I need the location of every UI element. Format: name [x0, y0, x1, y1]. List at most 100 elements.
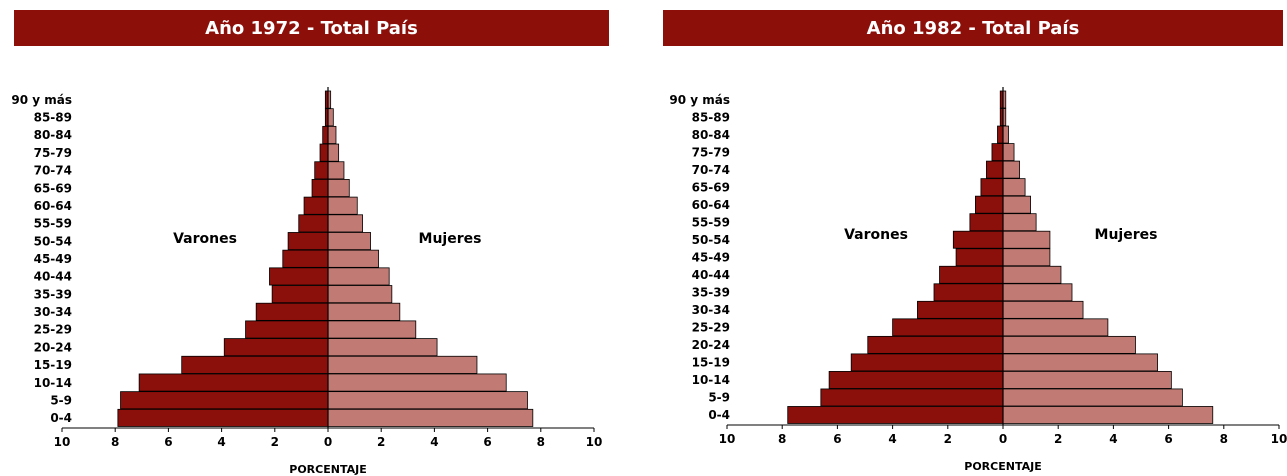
female-bar — [1002, 213, 1037, 232]
age-group-label: 30-34 — [34, 305, 72, 319]
age-group-label: 40-44 — [692, 268, 730, 282]
age-group-label: 70-74 — [34, 164, 72, 178]
age-group-label: 60-64 — [692, 198, 730, 212]
female-bar — [1002, 230, 1051, 249]
female-label: Mujeres — [419, 231, 482, 247]
age-group-label: 70-74 — [692, 163, 730, 177]
male-bar — [850, 353, 1004, 372]
pyramid-chart-1972: 0-4 5-9 10-14 15-19 20-24 25-29 30-34 35-39 40-4… — [11, 87, 603, 476]
x-tick-label: 10 — [586, 435, 603, 449]
age-group-label: 90 y más — [11, 93, 72, 107]
x-axis-label: PORCENTAJE — [289, 463, 366, 476]
male-bar — [980, 178, 1004, 197]
age-group-label: 85-89 — [34, 111, 72, 125]
age-group-label: 55-59 — [692, 215, 730, 229]
female-label: Mujeres — [1095, 227, 1158, 243]
female-bar — [1002, 125, 1009, 144]
age-group-label: 0-4 — [50, 411, 72, 425]
age-group-label: 25-29 — [34, 323, 72, 337]
age-group-label: 15-19 — [692, 356, 730, 370]
female-bar — [1002, 283, 1073, 302]
x-tick-label: 8 — [1220, 432, 1228, 446]
male-bar — [955, 248, 1004, 267]
x-tick-label: 0 — [324, 435, 332, 449]
female-bar — [1002, 143, 1015, 162]
male-label: Varones — [844, 227, 908, 243]
x-tick-label: 8 — [111, 435, 119, 449]
male-bar — [975, 195, 1004, 214]
female-bar — [1002, 388, 1183, 407]
x-axis-label: PORCENTAJE — [964, 460, 1041, 473]
x-tick-label: 10 — [1271, 432, 1287, 446]
age-group-label: 35-39 — [692, 286, 730, 300]
x-tick-label: 4 — [888, 432, 896, 446]
age-group-label: 85-89 — [692, 110, 730, 124]
age-group-label: 5-9 — [50, 393, 72, 407]
age-group-label: 65-69 — [692, 180, 730, 194]
age-group-label: 25-29 — [692, 321, 730, 335]
age-group-label: 55-59 — [34, 217, 72, 231]
male-bar — [997, 125, 1004, 144]
female-bar — [1002, 178, 1026, 197]
age-group-label: 45-49 — [34, 252, 72, 266]
female-bar — [1002, 353, 1158, 372]
age-group-label: 40-44 — [34, 270, 72, 284]
male-bar — [917, 300, 1004, 319]
age-group-label: 75-79 — [34, 146, 72, 160]
male-bar — [867, 335, 1004, 354]
age-group-label: 20-24 — [692, 338, 730, 352]
age-group-label: 0-4 — [708, 408, 730, 422]
male-label: Varones — [173, 231, 237, 247]
age-group-label: 65-69 — [34, 181, 72, 195]
female-bar — [1002, 371, 1172, 389]
female-bar — [1002, 300, 1084, 319]
male-bar — [787, 406, 1004, 424]
x-tick-label: 2 — [944, 432, 952, 446]
age-group-label: 80-84 — [692, 128, 730, 142]
x-tick-label: 4 — [1109, 432, 1117, 446]
age-group-label: 35-39 — [34, 287, 72, 301]
x-tick-label: 4 — [430, 435, 438, 449]
age-group-label: 90 y más — [669, 93, 730, 107]
male-bar — [933, 283, 1004, 302]
x-tick-label: 8 — [537, 435, 545, 449]
age-group-label: 45-49 — [692, 251, 730, 265]
male-bar — [952, 230, 1004, 249]
age-group-label: 15-19 — [34, 358, 72, 372]
male-bar — [991, 143, 1004, 162]
x-tick-label: 6 — [164, 435, 172, 449]
age-group-label: 10-14 — [34, 376, 72, 390]
male-bar — [892, 318, 1004, 337]
x-tick-label: 6 — [1164, 432, 1172, 446]
male-bar — [986, 160, 1004, 179]
female-bar — [1002, 248, 1051, 267]
female-bar — [1002, 195, 1032, 214]
x-tick-label: 10 — [54, 435, 71, 449]
age-group-label: 75-79 — [692, 145, 730, 159]
x-tick-label: 10 — [719, 432, 736, 446]
x-tick-label: 6 — [483, 435, 491, 449]
age-group-label: 80-84 — [34, 128, 72, 142]
age-group-label: 50-54 — [34, 234, 72, 248]
age-group-label: 30-34 — [692, 303, 730, 317]
female-bar — [1002, 265, 1062, 284]
male-bar — [969, 213, 1004, 232]
x-tick-label: 8 — [778, 432, 786, 446]
age-group-label: 50-54 — [692, 233, 730, 247]
x-tick-label: 4 — [217, 435, 225, 449]
chart-title: Año 1972 - Total País — [14, 10, 609, 46]
male-bar — [939, 265, 1004, 284]
x-tick-label: 2 — [271, 435, 279, 449]
x-tick-label: 2 — [1054, 432, 1062, 446]
x-tick-label: 6 — [833, 432, 841, 446]
female-bar — [1002, 406, 1214, 424]
age-group-label: 20-24 — [34, 340, 72, 354]
male-bar — [828, 371, 1004, 389]
x-tick-label: 0 — [999, 432, 1007, 446]
age-group-label: 10-14 — [692, 373, 730, 387]
x-tick-label: 2 — [377, 435, 385, 449]
chart-title: Año 1982 - Total País — [663, 10, 1283, 46]
female-bar — [1002, 318, 1109, 337]
female-bar — [1002, 335, 1136, 354]
